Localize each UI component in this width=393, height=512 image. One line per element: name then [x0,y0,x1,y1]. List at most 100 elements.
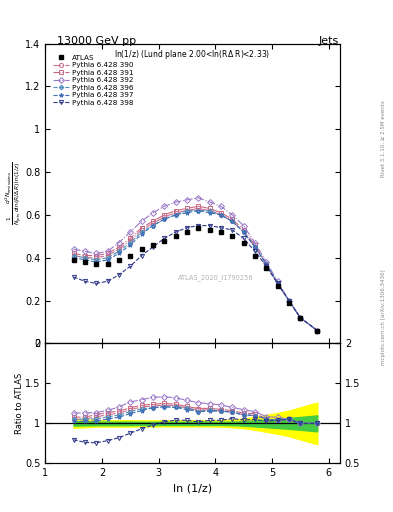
Pythia 6.428 396 [139,229,144,235]
Pythia 6.428 396 [151,223,155,229]
Text: Rivet 3.1.10, ≥ 2.5M events: Rivet 3.1.10, ≥ 2.5M events [381,100,386,177]
ATLAS [264,265,268,271]
Pythia 6.428 398 [116,272,121,278]
Pythia 6.428 396 [71,252,76,259]
Line: Pythia 6.428 390: Pythia 6.428 390 [72,206,320,333]
Pythia 6.428 397 [151,223,155,229]
Pythia 6.428 397 [207,210,212,216]
ATLAS [230,233,235,240]
Pythia 6.428 396 [275,281,280,287]
Legend: ATLAS, Pythia 6.428 390, Pythia 6.428 391, Pythia 6.428 392, Pythia 6.428 396, P: ATLAS, Pythia 6.428 390, Pythia 6.428 39… [52,53,135,107]
Text: ln(1/z) (Lund plane 2.00<ln(R$\Delta$ R)<2.33): ln(1/z) (Lund plane 2.00<ln(R$\Delta$ R)… [114,48,271,61]
Y-axis label: $\frac{1}{N_{\mathrm{jets}}}\frac{d^2N_{\mathrm{emissions}}}{d\ln(R/\Delta\,R)\,: $\frac{1}{N_{\mathrm{jets}}}\frac{d^2N_{… [3,162,24,225]
ATLAS [275,283,280,289]
Pythia 6.428 390 [230,218,235,224]
Pythia 6.428 391 [116,244,121,250]
Pythia 6.428 397 [128,242,132,248]
Pythia 6.428 396 [83,254,87,261]
Pythia 6.428 390 [315,328,320,334]
Pythia 6.428 391 [264,261,268,267]
Pythia 6.428 391 [173,207,178,214]
Pythia 6.428 396 [173,212,178,218]
Pythia 6.428 392 [173,199,178,205]
Pythia 6.428 390 [207,207,212,214]
ATLAS [139,246,144,252]
Pythia 6.428 391 [105,250,110,257]
Pythia 6.428 392 [207,199,212,205]
Pythia 6.428 396 [298,315,303,321]
Pythia 6.428 390 [253,244,257,250]
ATLAS [241,240,246,246]
Pythia 6.428 390 [128,238,132,244]
Pythia 6.428 390 [298,315,303,321]
Pythia 6.428 398 [173,229,178,235]
ATLAS [105,261,110,267]
Pythia 6.428 390 [162,214,167,220]
Y-axis label: Ratio to ATLAS: Ratio to ATLAS [15,373,24,434]
Pythia 6.428 398 [207,223,212,229]
Pythia 6.428 396 [128,240,132,246]
Pythia 6.428 391 [128,236,132,242]
Pythia 6.428 397 [241,229,246,235]
Pythia 6.428 390 [241,229,246,235]
Pythia 6.428 392 [241,223,246,229]
Pythia 6.428 390 [151,220,155,226]
Line: Pythia 6.428 398: Pythia 6.428 398 [72,224,320,333]
ATLAS [253,252,257,259]
Text: ATLAS_2020_I1790256: ATLAS_2020_I1790256 [178,274,254,281]
Line: Pythia 6.428 391: Pythia 6.428 391 [72,204,320,333]
Text: Jets: Jets [318,36,339,46]
Pythia 6.428 392 [83,248,87,254]
Pythia 6.428 391 [253,242,257,248]
Pythia 6.428 392 [139,218,144,224]
Pythia 6.428 390 [105,252,110,259]
Pythia 6.428 390 [139,227,144,233]
Pythia 6.428 391 [162,212,167,218]
Pythia 6.428 398 [83,278,87,284]
Pythia 6.428 392 [230,212,235,218]
Pythia 6.428 398 [185,225,189,231]
Pythia 6.428 392 [275,278,280,284]
Pythia 6.428 396 [196,207,200,214]
Line: Pythia 6.428 397: Pythia 6.428 397 [72,208,320,333]
Pythia 6.428 390 [94,254,99,261]
X-axis label: ln (1/z): ln (1/z) [173,484,212,494]
Pythia 6.428 392 [105,248,110,254]
ATLAS [207,227,212,233]
Pythia 6.428 397 [286,297,291,304]
Pythia 6.428 392 [264,259,268,265]
Pythia 6.428 398 [275,281,280,287]
Pythia 6.428 396 [315,328,320,334]
Pythia 6.428 390 [264,261,268,267]
Line: Pythia 6.428 396: Pythia 6.428 396 [72,208,320,333]
ATLAS [71,257,76,263]
Pythia 6.428 390 [116,246,121,252]
Pythia 6.428 391 [207,205,212,211]
Pythia 6.428 392 [128,229,132,235]
Pythia 6.428 398 [105,278,110,284]
Pythia 6.428 392 [151,210,155,216]
Pythia 6.428 397 [71,254,76,261]
ATLAS [298,315,303,321]
Pythia 6.428 396 [241,229,246,235]
ATLAS [286,300,291,306]
Pythia 6.428 398 [230,227,235,233]
Pythia 6.428 396 [264,261,268,267]
Pythia 6.428 397 [185,210,189,216]
Pythia 6.428 396 [207,207,212,214]
Pythia 6.428 396 [253,244,257,250]
Pythia 6.428 397 [230,218,235,224]
Pythia 6.428 398 [298,315,303,321]
ATLAS [173,233,178,240]
Pythia 6.428 398 [315,328,320,334]
Pythia 6.428 396 [219,212,223,218]
Pythia 6.428 392 [253,240,257,246]
Pythia 6.428 391 [219,210,223,216]
Pythia 6.428 397 [162,216,167,222]
Line: Pythia 6.428 392: Pythia 6.428 392 [72,196,320,333]
Pythia 6.428 398 [71,274,76,280]
Pythia 6.428 391 [241,227,246,233]
Pythia 6.428 396 [105,254,110,261]
Pythia 6.428 397 [105,257,110,263]
Pythia 6.428 397 [253,244,257,250]
